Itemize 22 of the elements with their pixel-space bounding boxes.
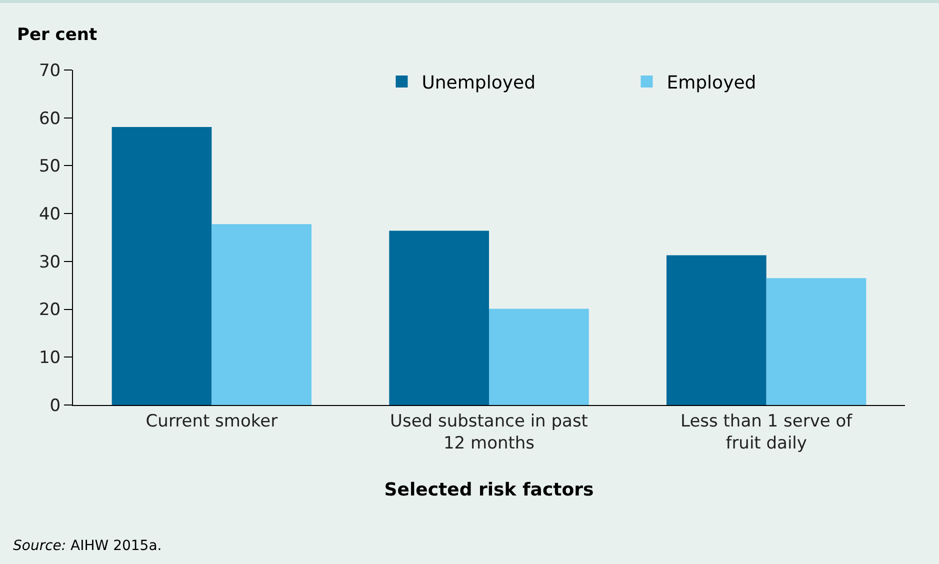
y-tick-label: 0 <box>50 396 61 416</box>
y-tick-label: 20 <box>38 300 61 320</box>
y-tick-label: 70 <box>38 60 61 81</box>
bar <box>112 126 212 405</box>
x-axis-title: Selected risk factors <box>384 480 594 501</box>
source-note: Source: AIHW 2015a. <box>13 538 162 554</box>
x-tick-label: Less than 1 serve of fruit daily <box>680 411 854 454</box>
x-tick-label: Current smoker <box>146 411 278 432</box>
y-tick-label: 10 <box>38 348 61 368</box>
bar <box>212 224 312 405</box>
x-tick-label: Used substance in past 12 months <box>390 411 588 454</box>
y-tick-label: 40 <box>38 204 61 225</box>
y-tick-label: 50 <box>38 156 61 177</box>
bar <box>766 278 866 405</box>
legend-label: Unemployed <box>422 72 536 94</box>
y-axis-title: Per cent <box>17 25 98 45</box>
legend-label: Employed <box>666 72 756 94</box>
y-tick-label: 60 <box>38 108 61 129</box>
bar <box>666 255 766 405</box>
y-tick-label: 30 <box>38 252 61 272</box>
bar <box>389 230 489 405</box>
bar <box>489 308 589 405</box>
